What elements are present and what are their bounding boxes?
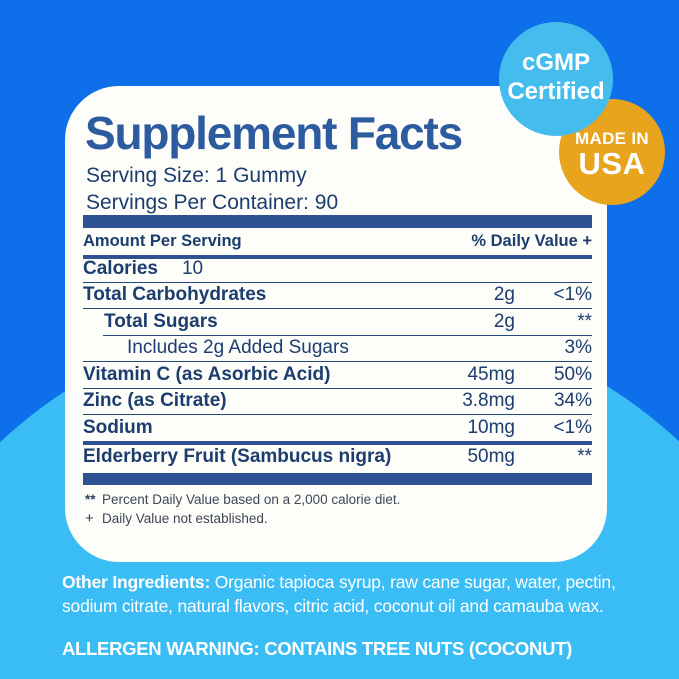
row-daily-value: <1% — [553, 284, 592, 306]
row-label: Elderberry Fruit (Sambucus nigra) — [83, 446, 392, 468]
row-separator — [103, 334, 592, 336]
row-label: Total Sugars — [104, 310, 218, 332]
supplement-facts-panel: Supplement Facts Serving Size: 1 Gummy S… — [65, 86, 607, 562]
row-amount: 10mg — [467, 416, 515, 438]
row-separator — [83, 308, 592, 309]
table-header: Amount Per Serving % Daily Value + — [83, 232, 592, 259]
other-ingredients-label: Other Ingredients: — [62, 572, 211, 592]
row-amount: 50mg — [467, 446, 515, 468]
header-daily-value: % Daily Value + — [471, 232, 592, 250]
footnote-not-established: + Daily Value not established. — [85, 509, 590, 528]
row-amount: 2g — [493, 310, 515, 332]
cgmp-certified-badge: cGMP Certified — [499, 22, 613, 136]
row-amount: 45mg — [467, 363, 515, 385]
footnote-marker: + — [85, 510, 94, 527]
row-label: Total Carbohydrates — [83, 284, 267, 306]
made-in-usa-line1: MADE IN — [575, 129, 649, 148]
row-separator — [83, 387, 592, 389]
serving-info: Serving Size: 1 Gummy Servings Per Conta… — [86, 163, 338, 216]
serving-size: Serving Size: 1 Gummy — [86, 164, 307, 187]
table-row: Zinc (as Citrate) 3.8mg 34% — [83, 389, 592, 415]
header-bar — [83, 215, 592, 228]
row-label: Zinc (as Citrate) — [83, 390, 227, 412]
table-row: Calories 10 — [83, 256, 592, 282]
row-label: Sodium — [83, 416, 153, 438]
row-amount: 2g — [493, 284, 515, 306]
footnotes: ** Percent Daily Value based on a 2,000 … — [85, 490, 590, 528]
header-amount-per-serving: Amount Per Serving — [83, 232, 242, 250]
row-daily-value: 34% — [553, 390, 592, 412]
facts-table-body: Calories 10 Total Carbohydrates 2g <1% Total … — [83, 256, 592, 485]
footnote-text: Daily Value not established. — [102, 511, 268, 526]
row-daily-value: ** — [577, 310, 592, 332]
row-inline-value: 10 — [181, 257, 204, 279]
row-amount: 3.8mg — [462, 390, 515, 412]
other-ingredients: Other Ingredients: Organic tapioca syrup… — [62, 571, 628, 618]
table-row: Vitamin C (as Asorbic Acid) 45mg 50% — [83, 362, 592, 388]
row-separator — [83, 281, 592, 283]
row-separator — [83, 473, 592, 485]
other-ingredients-text: Organic tapioca syrup, raw cane sugar, w… — [62, 572, 616, 616]
row-separator — [83, 414, 592, 415]
table-row: Total Carbohydrates 2g <1% — [83, 283, 592, 309]
footnote-marker: ** — [85, 492, 96, 507]
row-daily-value: <1% — [553, 416, 592, 438]
row-daily-value: ** — [577, 446, 592, 468]
row-separator — [83, 361, 592, 362]
cgmp-line2: Certified — [507, 78, 605, 105]
footnote-daily-value: ** Percent Daily Value based on a 2,000 … — [85, 490, 590, 509]
row-daily-value: 3% — [564, 337, 592, 359]
table-row: Elderberry Fruit (Sambucus nigra) 50mg ** — [83, 445, 592, 471]
servings-per-container: Servings Per Container: 90 — [86, 190, 339, 214]
row-label: Calories 10 — [83, 257, 204, 279]
row-label: Vitamin C (as Asorbic Acid) — [83, 363, 331, 385]
row-separator — [83, 440, 592, 445]
panel-title: Supplement Facts — [85, 107, 463, 159]
made-in-usa-line2: USA — [578, 146, 646, 181]
table-row: Includes 2g Added Sugars 3% — [83, 336, 592, 362]
row-label: Includes 2g Added Sugars — [127, 337, 349, 359]
footnote-text: Percent Daily Value based on a 2,000 cal… — [102, 492, 401, 507]
table-row: Sodium 10mg <1% — [83, 415, 592, 441]
row-daily-value: 50% — [553, 363, 592, 385]
allergen-warning: ALLERGEN WARNING: CONTAINS TREE NUTS (CO… — [62, 638, 572, 659]
cgmp-line1: cGMP — [521, 49, 590, 76]
table-row: Total Sugars 2g ** — [83, 309, 592, 335]
